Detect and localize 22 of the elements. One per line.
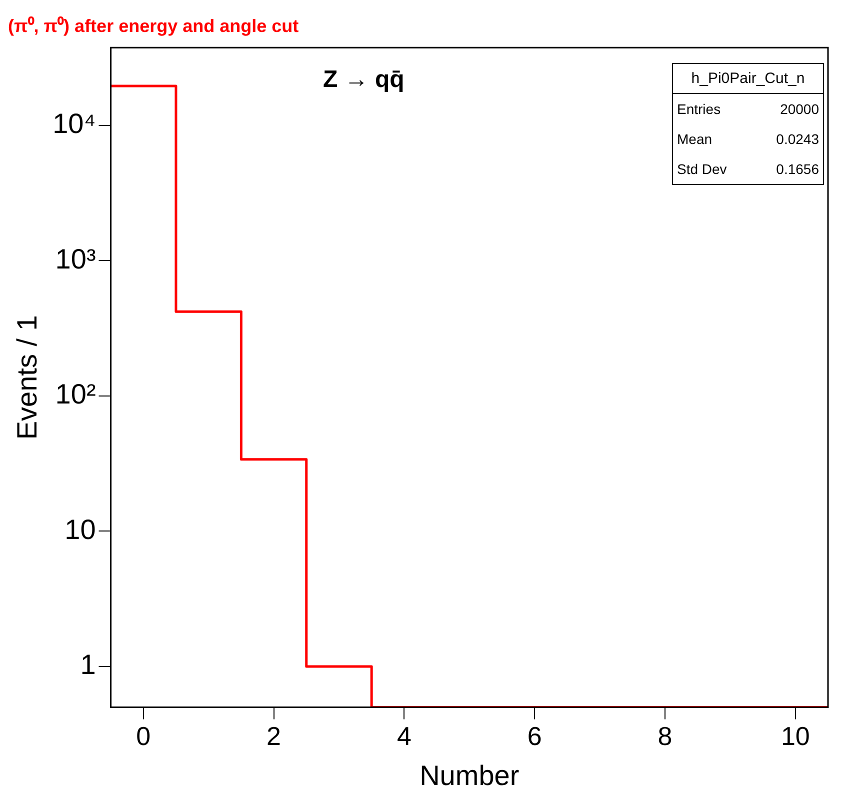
x-tick-label: 4 — [396, 720, 412, 751]
annotation: Std Dev — [677, 161, 727, 177]
x-tick-label: 8 — [658, 720, 672, 751]
y-tick-label: 10² — [55, 378, 96, 410]
y-axis-title: Events / 1 — [12, 315, 43, 440]
annotation: h_Pi0Pair_Cut_n — [673, 64, 823, 94]
annotation: Entries — [677, 101, 721, 117]
y-tick-label: 10⁴ — [52, 108, 96, 140]
x-tick-label: 0 — [136, 720, 151, 751]
y-tick-label: 10³ — [55, 243, 96, 274]
annotation: 0.0243 — [776, 131, 819, 147]
x-axis-title: Number — [420, 760, 520, 791]
y-tick-label: 1 — [80, 649, 96, 680]
annotation: 0.1656 — [776, 161, 819, 177]
x-tick-label: 6 — [527, 720, 542, 751]
x-tick-label: 10 — [780, 720, 810, 751]
x-tick-label: 2 — [266, 720, 282, 751]
annotation: Mean — [677, 131, 712, 147]
y-tick-label: 10 — [64, 514, 96, 545]
annotation: Z → qq̄ — [323, 66, 404, 94]
chart-title: (π⁰, π⁰) after energy and angle cut — [8, 16, 299, 36]
annotation: 20000 — [780, 101, 819, 117]
